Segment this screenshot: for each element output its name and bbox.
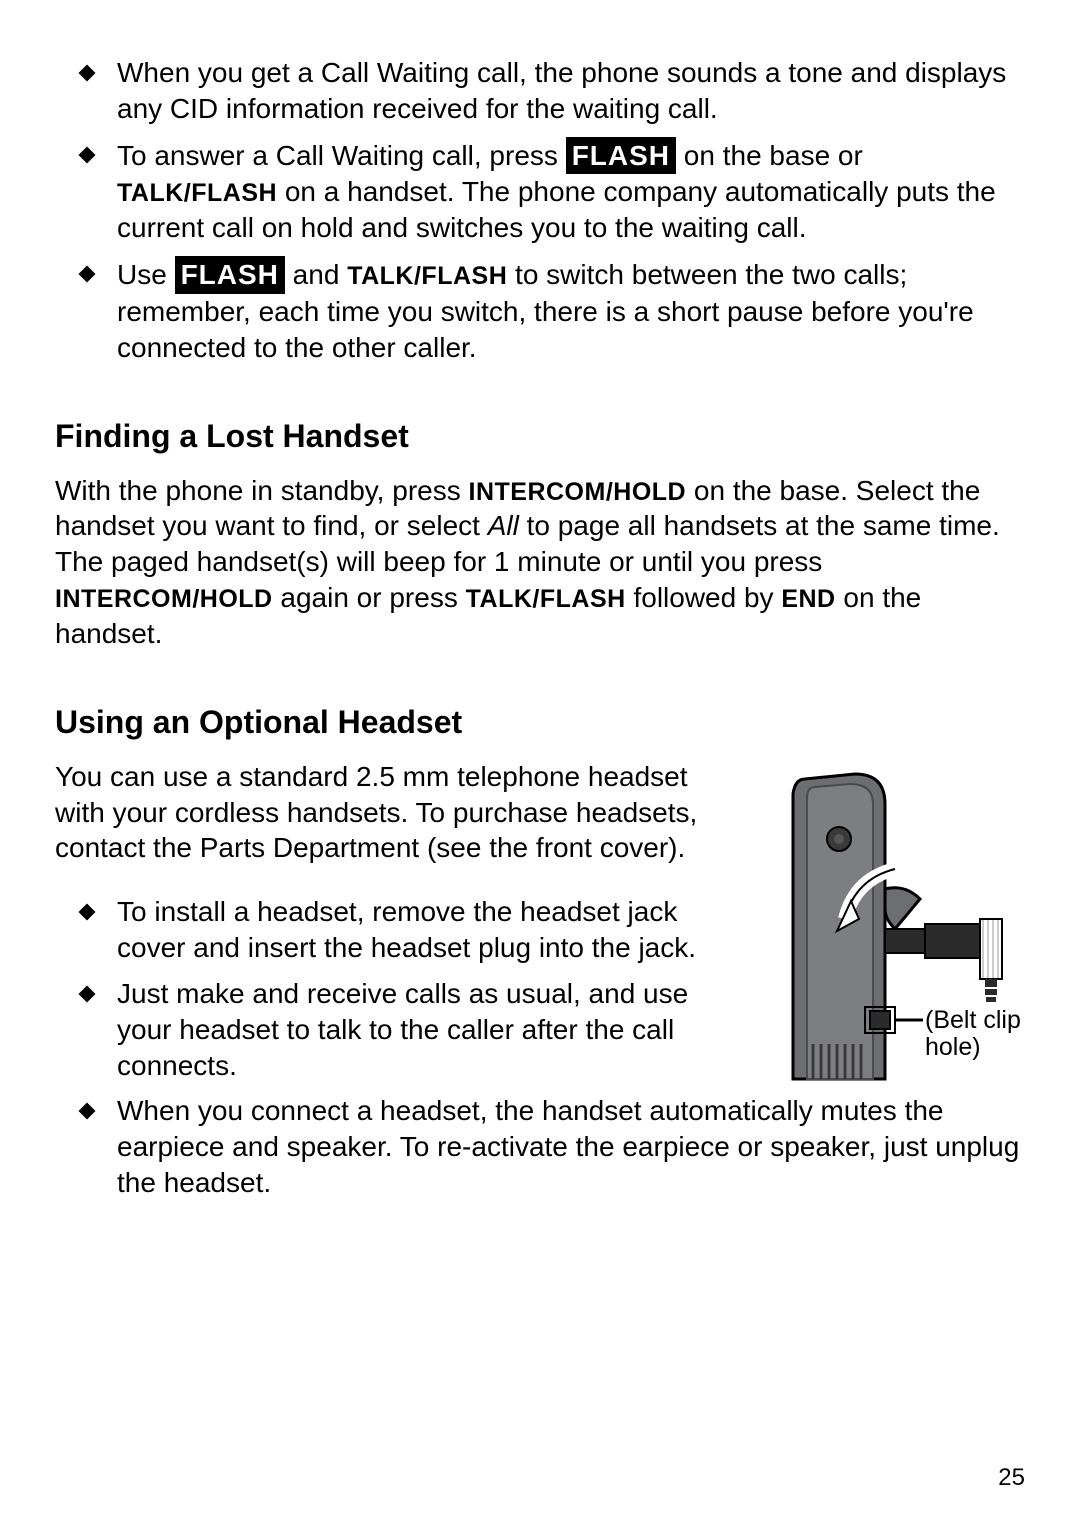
list-item: Just make and receive calls as usual, an…	[81, 976, 1025, 1083]
list-item: To install a headset, remove the headset…	[81, 894, 1025, 966]
body-text: When you get a Call Waiting call, the ph…	[117, 57, 1006, 124]
section-heading-headset: Using an Optional Headset	[55, 704, 1025, 741]
key-label: INTERCOM/HOLD	[55, 585, 273, 613]
key-label: FLASH	[191, 179, 277, 207]
list-item: Use FLASH and TALK/FLASH to switch betwe…	[81, 256, 1025, 365]
speaker-inner-icon	[834, 834, 844, 844]
key-label: TALK/	[117, 179, 191, 207]
section-heading-lost-handset: Finding a Lost Handset	[55, 418, 1025, 455]
flash-button-label: FLASH	[566, 137, 676, 175]
key-label: TALK/FLASH	[347, 262, 507, 290]
call-waiting-list: When you get a Call Waiting call, the ph…	[81, 55, 1025, 366]
italic-text: All	[488, 510, 519, 541]
body-text: To install a headset, remove the headset…	[117, 896, 696, 963]
manual-page: When you get a Call Waiting call, the ph…	[0, 0, 1080, 1535]
body-text: With the phone in standby, press	[55, 475, 469, 506]
list-item: When you get a Call Waiting call, the ph…	[81, 55, 1025, 127]
list-item: When you connect a headset, the handset …	[81, 1093, 1025, 1200]
body-text: again or press	[273, 582, 466, 613]
flash-button-label: FLASH	[175, 256, 285, 294]
lost-handset-paragraph: With the phone in standby, press INTERCO…	[55, 473, 1025, 652]
headset-list: To install a headset, remove the headset…	[81, 894, 1025, 1201]
key-label: END	[781, 585, 835, 613]
headset-section: (Belt clip hole) You can use a standard …	[55, 759, 1025, 1211]
body-text: on the base or	[676, 140, 863, 171]
body-text: Use	[117, 259, 175, 290]
list-item: To answer a Call Waiting call, press FLA…	[81, 137, 1025, 246]
body-text: When you connect a headset, the handset …	[117, 1095, 1019, 1198]
body-text: To answer a Call Waiting call, press	[117, 140, 566, 171]
body-text: and	[285, 259, 347, 290]
body-text: followed by	[626, 582, 782, 613]
page-number: 25	[998, 1464, 1025, 1492]
key-label: INTERCOM/HOLD	[469, 478, 687, 506]
body-text: Just make and receive calls as usual, an…	[117, 978, 688, 1081]
key-label: TALK/FLASH	[466, 585, 626, 613]
